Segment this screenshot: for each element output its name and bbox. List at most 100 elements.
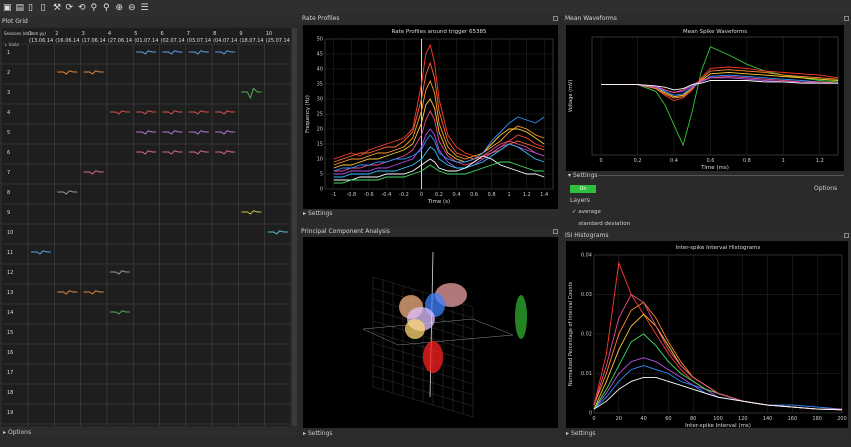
unit-waveform[interactable] <box>136 150 157 155</box>
close-icon[interactable] <box>844 233 849 238</box>
unit-waveform[interactable] <box>109 310 130 315</box>
unit-waveform[interactable] <box>188 150 209 155</box>
unit-waveform[interactable] <box>162 130 183 135</box>
zoom-icon[interactable]: ⚲ <box>103 3 110 13</box>
unit-waveform[interactable] <box>241 210 262 215</box>
unit-waveform[interactable] <box>215 130 236 135</box>
series-line <box>333 43 545 160</box>
mean-waveforms-plot[interactable]: Mean Spike Waveforms 0 0.2 0.4 0.6 0.8 1 1.2 Tim… <box>566 25 844 171</box>
column-header-num: 5 <box>134 31 137 37</box>
settings-label[interactable]: Settings <box>572 172 598 179</box>
rate-profiles-settings[interactable]: ▸ Settings <box>303 209 558 218</box>
plot-grid-footer[interactable]: ▸ Options <box>0 428 297 437</box>
row-label: 11 <box>7 250 13 256</box>
list-icon[interactable]: ☰ <box>140 3 149 13</box>
x-tick-label: 100 <box>713 416 723 422</box>
unit-waveform[interactable] <box>136 50 157 55</box>
close-icon[interactable] <box>553 229 558 234</box>
pca-cluster[interactable] <box>405 319 425 339</box>
unit-waveform[interactable] <box>136 130 157 135</box>
expand-icon[interactable]: ⊕ <box>115 3 124 13</box>
y-tick-label: 0 <box>320 187 323 193</box>
options-label[interactable]: Options <box>7 429 32 436</box>
unit-waveform[interactable] <box>241 87 262 100</box>
x-tick-label: 120 <box>738 416 748 422</box>
column-header-date: (27.06.14 <box>108 38 132 44</box>
unit-waveform[interactable] <box>83 290 104 295</box>
layers-label: Layers <box>570 197 590 204</box>
isi-plot[interactable]: Inter-spike Interval Histograms 0 20 40 60 80… <box>566 241 848 429</box>
rate-profiles-plot[interactable]: Rate Profiles around trigger 65385 -1 -0.8… <box>303 25 558 209</box>
column-header-num: 3 <box>82 31 85 37</box>
unit-waveform[interactable] <box>188 110 209 115</box>
tool-icon[interactable]: ⚒ <box>53 3 62 13</box>
unit-waveform[interactable] <box>162 150 183 155</box>
unit-waveform[interactable] <box>109 110 130 115</box>
settings-label[interactable]: Settings <box>307 210 333 217</box>
unit-waveform[interactable] <box>215 150 236 155</box>
plot-grid[interactable]: Sessions (dd.mm.yy) ↓ Units 1 (13.06.14 2 (16… <box>2 28 292 426</box>
collapse-icon[interactable]: ⊖ <box>128 3 136 13</box>
settings-label[interactable]: Settings <box>570 430 596 437</box>
isi-settings[interactable]: ▸ Settings <box>566 429 848 438</box>
new-file-icon[interactable]: ▤ <box>15 3 25 13</box>
plot-grid-canvas[interactable]: Sessions (dd.mm.yy)↓ Units1(13.06.142(16… <box>2 28 292 426</box>
unit-waveform[interactable] <box>57 190 78 195</box>
pca-title: Principal Component Analysis <box>301 228 390 235</box>
unit-waveform[interactable] <box>267 230 288 235</box>
column-header-date: (18.07.14 <box>239 38 263 44</box>
refresh-icon[interactable]: ⟳ <box>65 3 74 13</box>
unit-waveform[interactable] <box>31 250 51 255</box>
plot-grid-title: Plot Grid <box>2 18 28 25</box>
close-icon[interactable] <box>844 16 849 21</box>
column-header-date: (25.07.14 <box>266 38 290 44</box>
document-icon[interactable]: ▯ <box>28 3 33 13</box>
reload-icon[interactable]: ⟲ <box>78 3 86 13</box>
unit-waveform[interactable] <box>162 50 183 55</box>
y-tick-label: 20 <box>317 127 323 133</box>
pca-gridline <box>372 353 474 385</box>
options-button[interactable]: Options <box>814 185 838 192</box>
collapse-arrow-icon: ▾ <box>568 172 572 179</box>
layer-average[interactable]: ✓ average <box>572 209 601 215</box>
pca-plot[interactable] <box>303 237 558 428</box>
row-label: 2 <box>7 70 10 76</box>
on-button[interactable]: On <box>570 185 596 193</box>
settings-toggle[interactable]: ▾ Settings <box>568 172 598 179</box>
pca-grid <box>372 276 474 418</box>
pca-settings[interactable]: ▸ Settings <box>303 429 558 438</box>
waveform-settings: ▾ Settings On Options Layers ✓ average ✓… <box>566 171 844 231</box>
unit-waveform[interactable] <box>57 290 78 295</box>
pca-gridline <box>372 342 474 374</box>
unit-waveform[interactable] <box>83 170 104 175</box>
series-line <box>333 116 545 172</box>
layer-std-label: standard deviation <box>578 221 631 227</box>
rate-profiles-header: Rate Profiles <box>298 14 560 23</box>
y-tick-label: 0 <box>589 411 592 417</box>
close-icon[interactable] <box>553 16 558 21</box>
y-tick-label: 40 <box>317 67 323 73</box>
unit-waveform[interactable] <box>162 110 183 115</box>
layer-standard-deviation[interactable]: ✓ standard deviation <box>572 221 630 227</box>
unit-waveform[interactable] <box>215 50 236 55</box>
chart-title: Inter-spike Interval Histograms <box>676 245 761 251</box>
unit-waveform[interactable] <box>215 110 236 115</box>
open-folder-icon[interactable]: ▣ <box>3 3 12 13</box>
page-icon[interactable]: ▯ <box>40 3 46 13</box>
zoom-in-icon[interactable]: ⚲ <box>90 3 98 13</box>
plot-grid-scrollbar[interactable] <box>292 28 297 426</box>
x-tick-label: -0.6 <box>364 192 374 198</box>
unit-waveform[interactable] <box>136 110 157 115</box>
unit-waveform[interactable] <box>188 50 209 55</box>
pca-cluster[interactable] <box>423 341 443 373</box>
unit-waveform[interactable] <box>57 70 78 75</box>
y-tick-label: 0.01 <box>581 371 592 377</box>
unit-waveform[interactable] <box>83 70 104 75</box>
column-header-date: (02.07.14 <box>161 38 185 44</box>
pca-cluster[interactable] <box>515 295 527 339</box>
unit-waveform[interactable] <box>188 130 209 135</box>
unit-waveform[interactable] <box>109 270 130 275</box>
series-line <box>601 69 839 99</box>
settings-label[interactable]: Settings <box>307 430 333 437</box>
layer-average-label: average <box>578 209 601 215</box>
